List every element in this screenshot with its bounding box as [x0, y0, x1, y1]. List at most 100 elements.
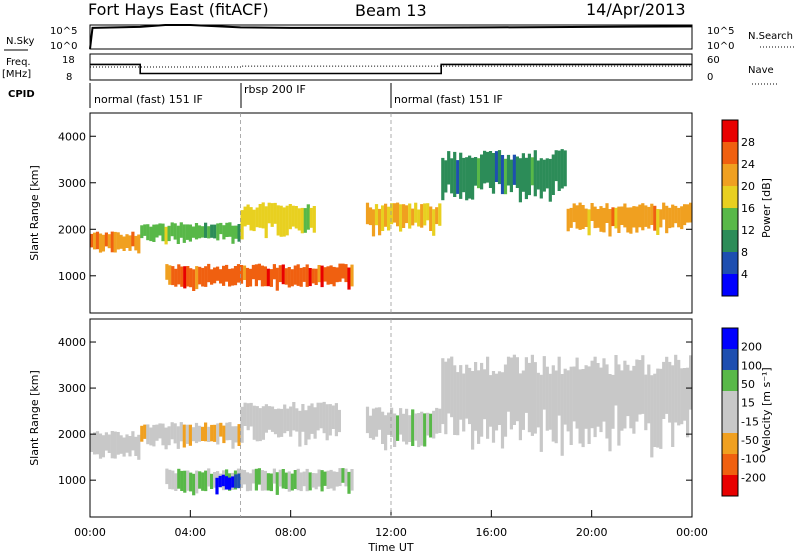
- velocity-cell-2: [344, 468, 348, 487]
- velocity-cell-6: [474, 362, 478, 431]
- power-cell-3: [246, 204, 250, 225]
- cpid-segment-1: normal (fast) 151 IF: [94, 93, 203, 106]
- power-cbar-tick-3: 16: [741, 202, 755, 215]
- velocity-cell-6: [542, 356, 546, 410]
- power-cell-2: [290, 269, 294, 287]
- power-cell-6: [623, 203, 627, 228]
- velocity-cell-5: [371, 408, 376, 440]
- power-cell-2: [305, 264, 309, 287]
- velocity-cell-2: [317, 469, 321, 487]
- power-cell-4: [408, 203, 412, 229]
- power-cell-6: [602, 207, 606, 233]
- power-cell-6: [635, 206, 639, 233]
- velocity-cell-5: [399, 408, 403, 435]
- power-cbar-swatch-7: [722, 274, 738, 296]
- power-cell-2: [284, 268, 288, 285]
- power-cell-5: [512, 154, 516, 185]
- power-cell-5: [557, 150, 561, 191]
- power-cell-5: [518, 158, 522, 203]
- power-colorbar-label: Power [dB]: [760, 178, 773, 238]
- velocity-cell-6: [450, 356, 454, 418]
- velocity-cell-4: [331, 405, 335, 429]
- velocity-cell-2: [350, 469, 354, 491]
- velocity-cell-6: [518, 373, 522, 441]
- power-cell-2: [341, 263, 345, 279]
- velocity-cell-2: [174, 473, 178, 491]
- power-cell-1: [185, 224, 189, 240]
- velocity-cell-4: [313, 407, 317, 439]
- power-cell-6: [653, 205, 657, 231]
- velocity-cell-5: [417, 413, 421, 448]
- x-axis-label: Time UT: [367, 541, 413, 554]
- velocity-cell-5: [368, 415, 373, 439]
- velocity-cell-1: [146, 424, 150, 445]
- velocity-cell-1: [222, 425, 226, 444]
- power-cell-0: [137, 234, 141, 254]
- power-cell-4: [417, 209, 421, 227]
- power-cell-3: [300, 207, 304, 234]
- velocity-cell-1: [152, 424, 156, 447]
- velocity-cell-6: [530, 354, 534, 436]
- velocity-cell-2: [290, 473, 294, 491]
- power-cell-6: [686, 204, 690, 223]
- velocity-cell-6: [608, 374, 612, 452]
- power-cell-2: [233, 266, 238, 286]
- power-cell-5: [471, 157, 475, 200]
- power-cell-6: [578, 202, 582, 230]
- power-cell-5: [563, 150, 567, 187]
- power-cell-3: [294, 206, 298, 229]
- power-cell-5: [515, 156, 519, 188]
- velocity-cell-6: [566, 370, 570, 432]
- vel-cbar-swatch-2: [722, 370, 738, 391]
- velocity-cell-0: [95, 431, 100, 455]
- nsky-panel: [89, 24, 693, 50]
- velocity-cell-1: [201, 426, 205, 441]
- power-cell-2: [183, 266, 187, 289]
- velocity-cell-0: [125, 434, 129, 453]
- velocity-cell-4: [240, 406, 244, 443]
- power-cell-2: [189, 268, 193, 288]
- x-tick-2: 08:00: [275, 526, 307, 539]
- velocity-cell-6: [500, 372, 505, 449]
- power-cell-0: [110, 231, 114, 253]
- velocity-cell-4: [246, 403, 250, 431]
- velocity-cell-6: [471, 371, 475, 450]
- velocity-cell-2: [326, 470, 330, 489]
- power-cell-5: [480, 154, 484, 190]
- velocity-cell-5: [393, 413, 397, 447]
- power-cell-3: [270, 203, 274, 227]
- power-cell-4: [414, 202, 418, 223]
- velocity-cell-2: [272, 468, 276, 484]
- power-cell-6: [668, 207, 672, 229]
- power-cell-1: [197, 225, 202, 239]
- power-cell-5: [500, 155, 505, 195]
- power-cell-2: [216, 266, 220, 281]
- velocity-cell-2: [257, 468, 261, 485]
- power-cell-0: [113, 231, 117, 253]
- power-cell-5: [530, 157, 534, 186]
- power-cbar-tick-6: 4: [741, 268, 748, 281]
- power-cell-5: [456, 160, 460, 194]
- power-cell-1: [170, 222, 174, 237]
- date-label: 14/Apr/2013: [586, 0, 686, 19]
- power-cell-2: [239, 265, 244, 284]
- power-cell-2: [207, 263, 211, 283]
- power-cell-2: [272, 264, 276, 280]
- power-cell-3: [276, 205, 280, 236]
- power-cell-6: [590, 203, 594, 221]
- vel-cbar-swatch-0: [722, 328, 738, 349]
- velocity-cell-2: [266, 473, 270, 491]
- vel-cbar-swatch-5: [722, 433, 738, 454]
- power-cell-5: [536, 160, 540, 190]
- power-cell-6: [680, 206, 684, 230]
- power-cell-1: [204, 222, 208, 238]
- power-cell-5: [521, 153, 525, 192]
- freq-label: Freq.: [6, 57, 31, 68]
- velocity-cell-1: [219, 422, 223, 437]
- velocity-cell-2: [281, 469, 285, 489]
- power-cell-6: [677, 207, 681, 228]
- power-cell-1: [140, 225, 144, 239]
- vel-cbar-tick-7: -200: [741, 471, 766, 484]
- power-cell-6: [581, 205, 585, 230]
- power-cell-1: [167, 225, 171, 242]
